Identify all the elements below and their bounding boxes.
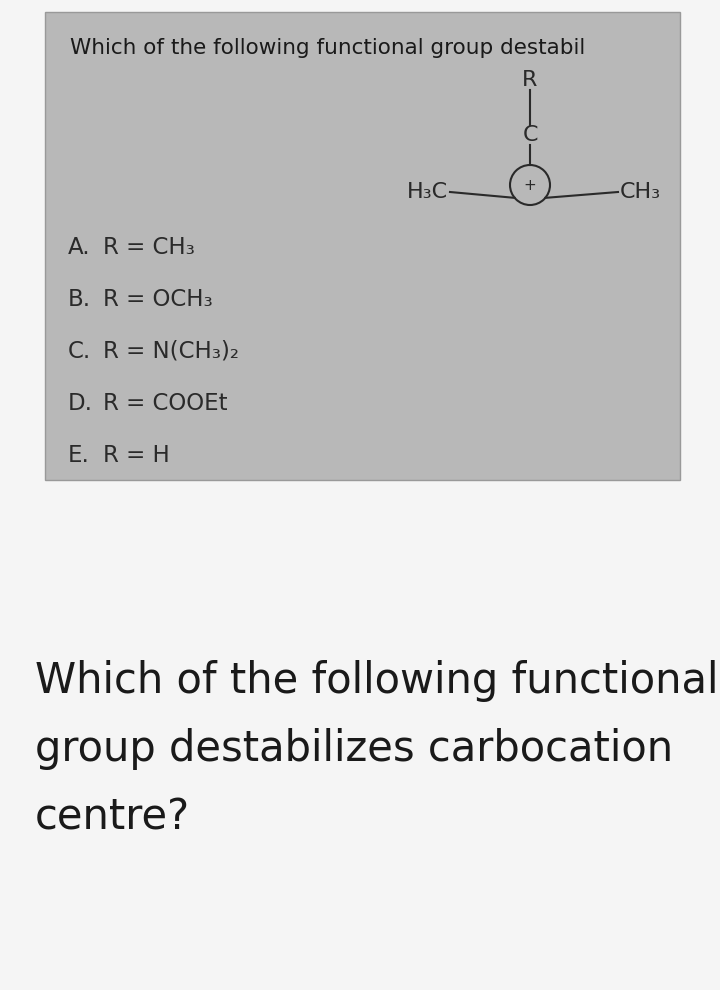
Text: R = COOEt: R = COOEt <box>103 391 228 415</box>
Text: +: + <box>523 177 536 192</box>
Text: centre?: centre? <box>35 796 190 838</box>
Text: C: C <box>522 125 538 145</box>
Text: R = CH₃: R = CH₃ <box>103 236 195 258</box>
Text: group destabilizes carbocation: group destabilizes carbocation <box>35 728 673 770</box>
Text: R = H: R = H <box>103 444 170 466</box>
Text: R = OCH₃: R = OCH₃ <box>103 287 212 311</box>
Text: A.: A. <box>68 236 91 258</box>
Text: R: R <box>522 70 538 90</box>
Text: R = N(CH₃)₂: R = N(CH₃)₂ <box>103 340 239 362</box>
Text: E.: E. <box>68 444 90 466</box>
Text: D.: D. <box>68 391 93 415</box>
Text: Which of the following functional group destabil: Which of the following functional group … <box>70 38 585 58</box>
Text: H₃C: H₃C <box>407 182 448 202</box>
Text: Which of the following functional: Which of the following functional <box>35 660 719 702</box>
Text: B.: B. <box>68 287 91 311</box>
FancyBboxPatch shape <box>45 12 680 480</box>
Text: CH₃: CH₃ <box>620 182 661 202</box>
Text: C.: C. <box>68 340 91 362</box>
